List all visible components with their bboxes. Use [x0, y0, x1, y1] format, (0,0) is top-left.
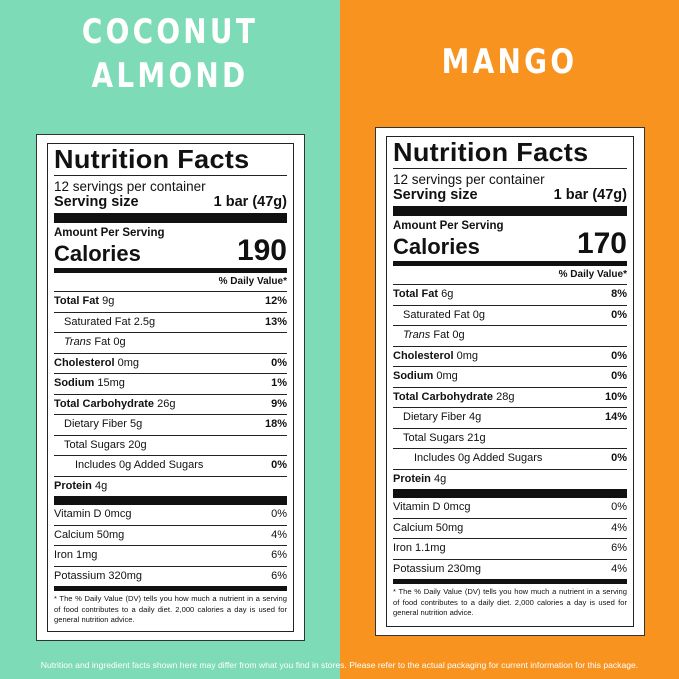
nutrient-row-protein: Protein 4g [54, 479, 108, 492]
servings-per-container: 12 servings per container [393, 172, 545, 187]
calories-label: Calories [54, 241, 141, 266]
divider-medium [393, 261, 627, 266]
serving-size: Serving size 1 bar (47g) [54, 194, 287, 210]
vitamin-row-calcium: Calcium 50mg 4% [54, 526, 287, 546]
nutrient-row-added-sugars: Includes 0g Added Sugars 0% [393, 449, 627, 470]
flavor-title-line1: COCONUT [81, 12, 259, 52]
nutrient-row-total-carbohydrate: Total Carbohydrate 28g 10% [393, 388, 627, 408]
serving-size-value: 1 bar (47g) [213, 194, 287, 210]
coconut-almond-section: COCONUT ALMOND Nutrition Facts 12 servin… [0, 0, 340, 679]
servings-per-container: 12 servings per container [54, 179, 206, 194]
serving-size-value: 1 bar (47g) [553, 187, 627, 203]
nutrient-row-protein: Protein 4g [393, 472, 447, 485]
vitamin-row-potassium: Potassium 320mg 6% [54, 569, 287, 582]
amount-per-serving: Amount Per Serving [393, 220, 504, 232]
nutrient-row-trans-fat: Trans Fat 0g [393, 326, 627, 347]
nutrient-row-saturated-fat: Saturated Fat 2.5g 13% [54, 313, 287, 333]
nutrient-row-cholesterol: Cholesterol 0mg 0% [54, 354, 287, 374]
vitamin-row-vitamin-d: Vitamin D 0mcg 0% [393, 498, 627, 519]
nutrition-facts-title: Nutrition Facts [54, 144, 250, 174]
calories-value: 190 [236, 234, 287, 267]
calories-value: 170 [576, 227, 627, 260]
vitamin-row-iron: Iron 1mg 6% [54, 546, 287, 567]
vitamin-row-vitamin-d: Vitamin D 0mcg 0% [54, 505, 287, 526]
daily-value-footnote: * The % Daily Value (DV) tells you how m… [393, 579, 627, 619]
flavor-title-coconut-almond: COCONUT ALMOND [31, 10, 310, 98]
mango-section: MANGO Nutrition Facts 12 servings per co… [340, 0, 679, 679]
nutrient-row-added-sugars: Includes 0g Added Sugars 0% [54, 456, 287, 477]
nutrient-row-trans-fat: Trans Fat 0g [54, 333, 287, 354]
nutrition-panel: Nutrition Facts 12 servings per containe… [47, 143, 294, 632]
nutrient-row-total-fat: Total Fat 6g 8% [393, 285, 627, 306]
serving-size-label: Serving size [393, 187, 478, 203]
nutrition-panel: Nutrition Facts 12 servings per containe… [386, 136, 634, 627]
serving-size: Serving size 1 bar (47g) [393, 187, 627, 203]
nutrient-row-saturated-fat: Saturated Fat 0g 0% [393, 306, 627, 326]
nutrient-row-dietary-fiber: Dietary Fiber 4g 14% [393, 408, 627, 429]
nutrition-label-coconut-almond: Nutrition Facts 12 servings per containe… [36, 134, 305, 641]
divider-thick [393, 489, 627, 498]
divider-thick [54, 213, 287, 223]
divider-thick [393, 206, 627, 216]
vitamin-row-iron: Iron 1.1mg 6% [393, 539, 627, 560]
nutrient-row-dietary-fiber: Dietary Fiber 5g 18% [54, 415, 287, 436]
amount-per-serving: Amount Per Serving [54, 227, 165, 239]
daily-value-header: % Daily Value* [54, 273, 287, 292]
flavor-title-mango: MANGO [441, 42, 578, 82]
nutrient-row-total-carbohydrate: Total Carbohydrate 26g 9% [54, 395, 287, 415]
disclaimer-text: Nutrition and ingredient facts shown her… [40, 660, 639, 670]
nutrient-row-sodium: Sodium 15mg 1% [54, 374, 287, 395]
calories-row: Calories 170 [393, 229, 627, 259]
nutrition-label-mango: Nutrition Facts 12 servings per containe… [375, 127, 645, 636]
flavor-title-line2: ALMOND [91, 56, 249, 96]
nutrient-row-sodium: Sodium 0mg 0% [393, 367, 627, 388]
nutrient-row-total-fat: Total Fat 9g 12% [54, 292, 287, 313]
nutrition-facts-title: Nutrition Facts [393, 137, 589, 167]
divider-thick [54, 496, 287, 505]
vitamin-row-potassium: Potassium 230mg 4% [393, 562, 627, 575]
serving-size-label: Serving size [54, 194, 139, 210]
divider-medium [54, 268, 287, 273]
nutrient-row-total-sugars: Total Sugars 21g [393, 429, 627, 449]
daily-value-header: % Daily Value* [393, 266, 627, 285]
daily-value-footnote: * The % Daily Value (DV) tells you how m… [54, 586, 287, 626]
calories-row: Calories 190 [54, 236, 287, 266]
calories-label: Calories [393, 234, 480, 259]
nutrient-row-cholesterol: Cholesterol 0mg 0% [393, 347, 627, 367]
nutrient-row-total-sugars: Total Sugars 20g [54, 436, 287, 456]
vitamin-row-calcium: Calcium 50mg 4% [393, 519, 627, 539]
